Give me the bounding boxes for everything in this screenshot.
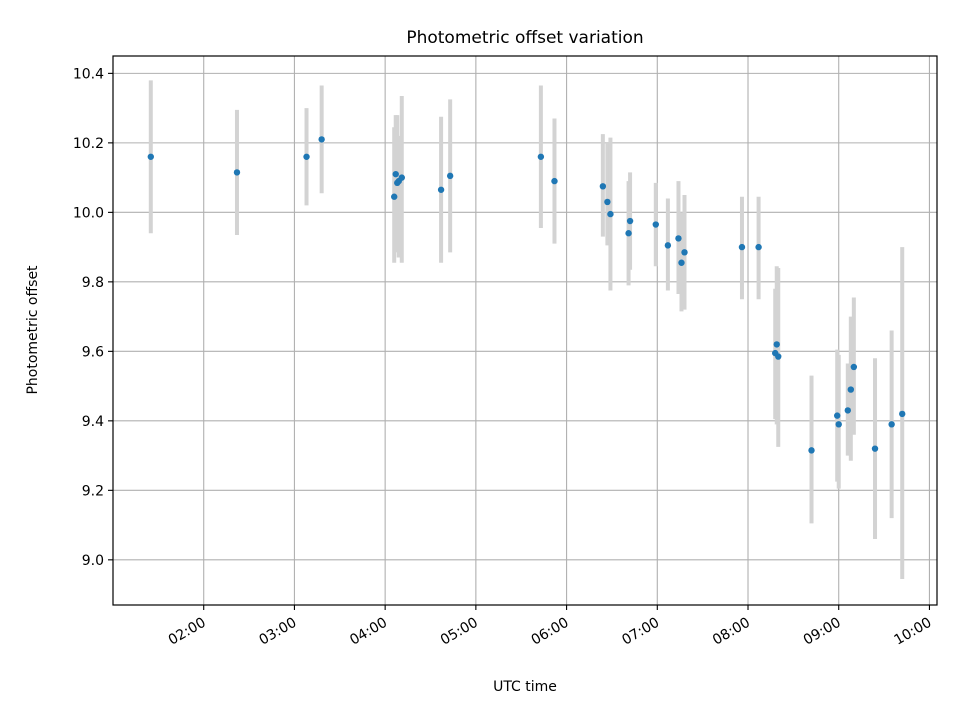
x-axis-label: UTC time — [493, 679, 557, 695]
x-tick-label: 08:00 — [710, 615, 753, 649]
data-point — [681, 249, 688, 256]
x-tick-label: 07:00 — [619, 615, 662, 649]
data-point — [773, 341, 780, 348]
data-point — [664, 242, 672, 249]
y-tick-label: 9.2 — [82, 483, 104, 499]
data-point — [835, 421, 842, 428]
data-points — [147, 136, 906, 454]
data-point — [391, 193, 398, 200]
data-point — [303, 153, 310, 160]
y-axis-label: Photometric offset — [25, 265, 41, 395]
plot-area-frame — [112, 55, 938, 606]
grid — [113, 56, 937, 605]
data-point — [398, 174, 405, 181]
data-point — [147, 153, 154, 160]
data-point — [437, 186, 445, 193]
data-point — [678, 259, 685, 266]
errorbars — [148, 80, 905, 579]
y-tick-label: 10.2 — [73, 136, 104, 152]
data-point — [871, 445, 879, 452]
x-tick-label: 10:00 — [891, 615, 934, 649]
x-tick-label: 02:00 — [166, 615, 209, 649]
data-point — [775, 353, 782, 360]
y-axis: 9.0 9.2 9.4 9.6 9.8 10.0 10.2 10.4 — [73, 66, 113, 569]
data-point — [675, 235, 682, 242]
x-tick-label: 03:00 — [256, 615, 299, 649]
y-tick-label: 10.0 — [73, 205, 104, 221]
data-point — [899, 410, 906, 418]
data-point — [625, 230, 632, 237]
data-point — [844, 407, 851, 414]
data-point — [607, 210, 614, 218]
x-tick-label: 06:00 — [529, 615, 572, 649]
chart-title: Photometric offset variation — [406, 28, 643, 48]
data-point — [652, 221, 659, 228]
y-tick-label: 9.6 — [82, 344, 104, 360]
data-point — [604, 198, 611, 206]
x-axis: 02:00 03:00 04:00 05:00 06:00 07:00 08:00 09:00… — [166, 605, 934, 649]
x-tick-label: 05:00 — [438, 615, 481, 649]
data-point — [834, 412, 841, 419]
y-tick-label: 9.0 — [82, 553, 104, 569]
data-point — [233, 169, 241, 176]
data-point — [888, 421, 895, 428]
data-point — [446, 172, 454, 180]
data-point — [808, 447, 815, 454]
data-point — [599, 183, 607, 190]
x-tick-label: 09:00 — [801, 615, 844, 649]
y-tick-label: 9.4 — [82, 414, 104, 430]
data-point — [755, 243, 762, 251]
data-point — [738, 243, 746, 251]
y-tick-label: 10.4 — [73, 66, 104, 82]
data-point — [626, 217, 634, 225]
x-tick-label: 04:00 — [347, 615, 390, 649]
data-point — [537, 153, 545, 160]
data-point — [318, 136, 325, 143]
data-point — [392, 170, 399, 178]
data-point — [847, 386, 855, 393]
data-point — [850, 363, 858, 371]
y-tick-label: 9.8 — [82, 275, 104, 291]
data-point — [551, 177, 558, 185]
